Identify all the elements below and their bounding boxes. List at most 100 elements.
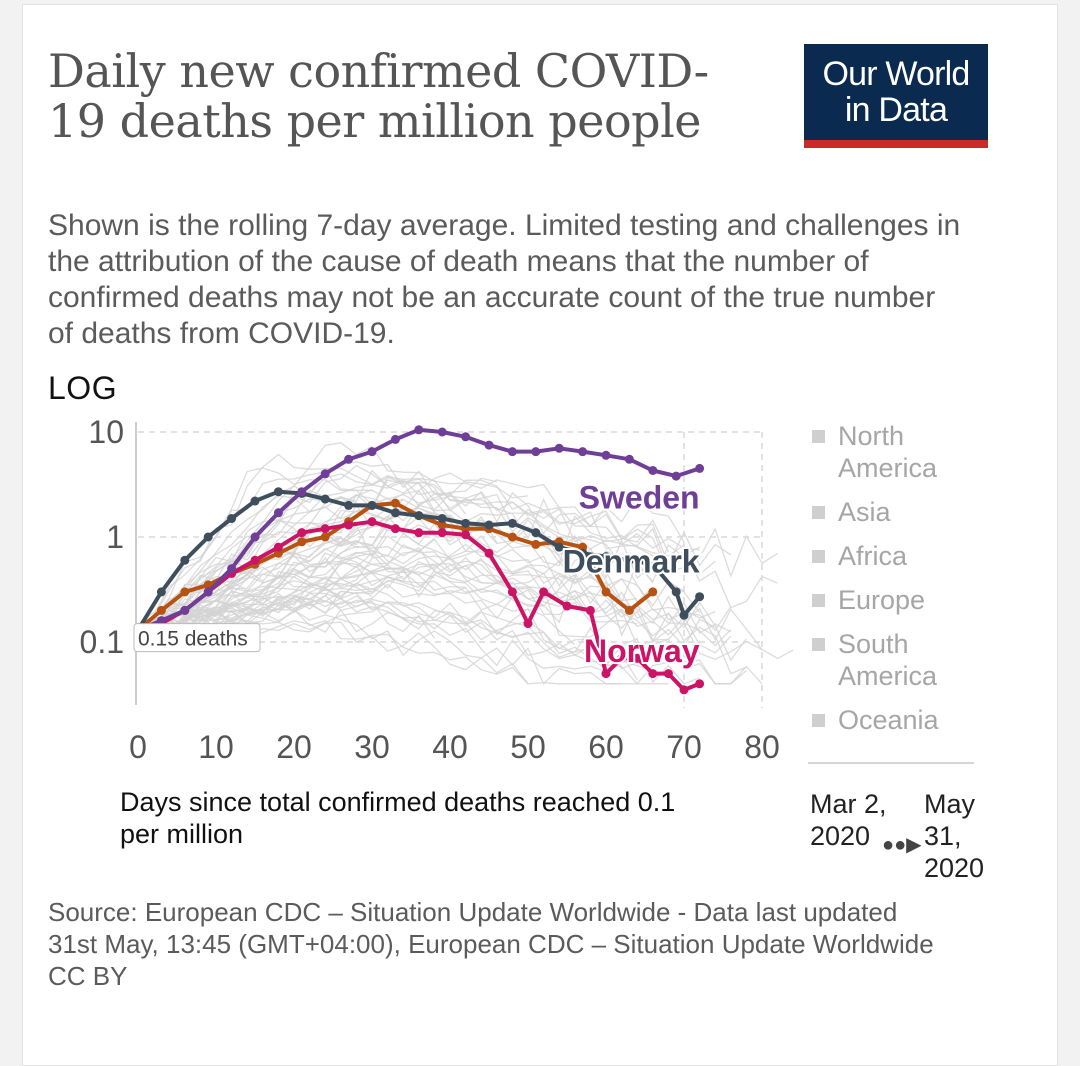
data-point <box>507 447 517 457</box>
series-label-sweden: Sweden <box>579 479 700 515</box>
data-point <box>390 524 400 534</box>
chart-labels: 0.1 1 10 0 10 20 30 40 50 60 70 80 Sweden Denmark Norw… <box>80 414 780 765</box>
data-point <box>601 450 611 460</box>
data-point <box>523 619 533 629</box>
legend-item-africa[interactable]: Africa <box>808 540 988 572</box>
license-text: CC BY <box>48 961 128 991</box>
data-point <box>562 601 572 611</box>
data-point <box>507 518 517 528</box>
data-point <box>531 447 541 457</box>
data-point <box>539 587 549 597</box>
data-point <box>624 454 634 464</box>
y-tick-label: 10 <box>88 414 124 450</box>
data-point <box>601 552 611 562</box>
timeline-start-date[interactable]: Mar 2, 2020 <box>810 789 887 851</box>
data-point <box>273 542 283 552</box>
data-point <box>531 528 541 538</box>
data-point <box>344 520 354 530</box>
data-point <box>414 528 424 538</box>
data-point <box>390 498 400 508</box>
data-point <box>484 440 494 450</box>
data-point <box>461 432 471 442</box>
data-point <box>297 487 307 497</box>
data-point <box>297 528 307 538</box>
x-tick-label: 80 <box>744 729 780 765</box>
data-point <box>273 487 283 497</box>
data-point <box>414 425 424 435</box>
data-point <box>320 494 330 504</box>
legend-swatch <box>812 550 825 563</box>
data-point <box>437 427 447 437</box>
legend-item-asia[interactable]: Asia <box>808 496 988 528</box>
log-scale-toggle[interactable]: LOG <box>48 370 118 406</box>
data-point <box>297 537 307 547</box>
x-tick-label: 70 <box>666 729 702 765</box>
legend-swatch <box>812 714 825 727</box>
data-point <box>390 508 400 518</box>
data-point <box>679 610 689 620</box>
legend-swatch <box>812 638 825 651</box>
chart-series <box>133 425 705 695</box>
data-point <box>250 496 260 506</box>
legend-divider <box>808 762 974 764</box>
background-country-line <box>137 562 716 648</box>
data-point <box>484 520 494 530</box>
data-point <box>507 587 517 597</box>
data-point <box>250 555 260 565</box>
data-point <box>624 605 634 615</box>
source-text: Source: European CDC – Situation Update … <box>48 897 934 959</box>
background-country-line <box>137 475 778 645</box>
legend-swatch <box>812 506 825 519</box>
annotation-box <box>133 623 261 653</box>
background-country-line <box>137 556 576 645</box>
data-point <box>648 669 658 679</box>
data-point <box>648 559 658 569</box>
x-tick-label: 20 <box>276 729 312 765</box>
series-label-denmark: Denmark <box>563 544 700 580</box>
data-point <box>344 454 354 464</box>
data-point <box>180 587 190 597</box>
timeline-slider[interactable]: Mar 2, 2020 ●●▶ May 31, 2020 <box>808 788 1008 888</box>
background-country-line <box>137 473 560 640</box>
source-note: Source: European CDC – Situation Update … <box>48 896 948 992</box>
background-country-line <box>137 442 685 636</box>
legend-swatch <box>812 594 825 607</box>
data-point <box>484 548 494 558</box>
data-point <box>437 520 447 530</box>
y-tick-label: 0.1 <box>80 624 124 660</box>
data-point <box>695 592 705 602</box>
data-point <box>227 514 237 524</box>
data-point <box>585 605 595 615</box>
data-point <box>648 587 658 597</box>
data-point <box>437 514 447 524</box>
legend-item-north-america[interactable]: North America <box>808 420 988 484</box>
legend-item-south-america[interactable]: South America <box>808 628 988 692</box>
background-country-line <box>137 490 700 638</box>
chart-title: Daily new confirmed COVID-19 deaths per … <box>48 44 709 148</box>
x-tick-label: 60 <box>588 729 624 765</box>
data-point <box>648 465 658 475</box>
timeline-handle-icon[interactable]: ●●▶ <box>882 834 922 856</box>
data-point <box>461 518 471 528</box>
data-point <box>617 653 627 663</box>
owid-logo[interactable]: Our World in Data <box>804 44 988 148</box>
series-label-norway: Norway <box>584 633 700 669</box>
data-point <box>180 605 190 615</box>
data-point <box>679 685 689 695</box>
timeline-end-date[interactable]: May 31, 2020 <box>924 789 985 883</box>
chart-subtitle: Shown is the rolling 7-day average. Limi… <box>48 209 961 350</box>
data-point <box>578 447 588 457</box>
x-tick-label: 0 <box>129 729 147 765</box>
x-axis-label: Days since total confirmed deaths reache… <box>120 787 676 849</box>
data-point <box>320 532 330 542</box>
background-country-line <box>137 599 607 670</box>
legend-item-europe[interactable]: Europe <box>808 584 988 616</box>
x-tick-label: 40 <box>432 729 468 765</box>
series-line-norway <box>137 519 701 692</box>
data-point <box>671 587 681 597</box>
data-point <box>227 564 237 574</box>
legend-item-oceania[interactable]: Oceania <box>808 704 988 736</box>
data-point <box>695 679 705 689</box>
data-point <box>437 528 447 538</box>
logo-line-2: in Data <box>844 91 948 129</box>
